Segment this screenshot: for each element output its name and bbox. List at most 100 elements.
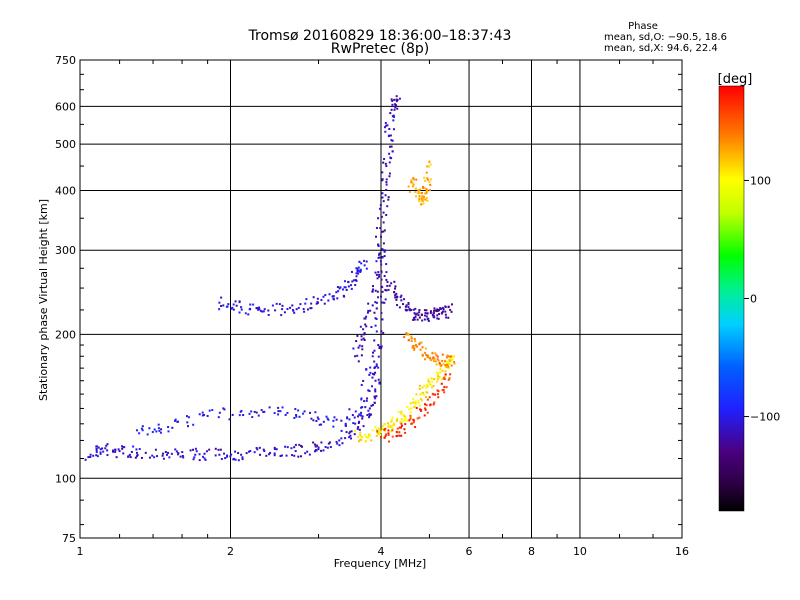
data-point <box>277 406 280 409</box>
data-point <box>422 187 425 190</box>
data-point <box>357 272 360 275</box>
data-point <box>383 255 386 258</box>
data-point <box>376 431 379 434</box>
data-point <box>336 297 339 300</box>
data-point <box>434 393 437 396</box>
colorbar-ticks: 100 0 −100 <box>744 174 780 424</box>
data-point <box>255 446 258 449</box>
data-point <box>320 299 323 302</box>
data-point <box>349 430 352 433</box>
data-point <box>425 171 428 174</box>
data-point <box>361 345 364 348</box>
data-point <box>391 139 394 142</box>
data-point <box>385 188 388 191</box>
data-point <box>373 349 376 352</box>
data-point <box>389 112 392 115</box>
data-point <box>444 305 447 308</box>
data-point <box>357 360 360 363</box>
data-point <box>400 418 403 421</box>
data-point <box>249 303 252 306</box>
data-point <box>187 425 190 428</box>
data-point <box>404 431 407 434</box>
data-point <box>391 429 394 432</box>
data-point <box>405 333 408 336</box>
y-tick-label: 100 <box>55 472 76 485</box>
data-point <box>420 313 423 316</box>
data-point <box>96 455 99 458</box>
data-point <box>420 203 423 206</box>
data-point <box>412 401 415 404</box>
data-point <box>293 417 296 420</box>
data-point <box>316 300 319 303</box>
data-point <box>428 180 431 183</box>
data-point <box>373 360 376 363</box>
data-point <box>203 452 206 455</box>
data-point <box>441 306 444 309</box>
data-point <box>355 272 358 275</box>
data-point <box>374 289 377 292</box>
data-point <box>365 399 368 402</box>
data-point <box>220 458 223 461</box>
data-point <box>280 454 283 457</box>
data-point <box>299 303 302 306</box>
data-point <box>423 403 426 406</box>
data-point <box>294 408 297 411</box>
data-point <box>148 456 151 459</box>
data-point <box>433 309 436 312</box>
data-point <box>177 452 180 455</box>
data-point <box>407 306 410 309</box>
data-point <box>157 423 160 426</box>
data-point <box>345 288 348 291</box>
data-point <box>333 416 336 419</box>
data-point <box>208 448 211 451</box>
data-point <box>140 427 143 430</box>
data-point <box>324 446 327 449</box>
data-point <box>412 308 415 311</box>
data-point <box>426 318 429 321</box>
data-point <box>135 455 138 458</box>
data-point <box>414 402 417 405</box>
data-point <box>309 411 312 414</box>
data-point <box>378 273 381 276</box>
data-point <box>388 161 391 164</box>
data-point <box>444 370 447 373</box>
data-point <box>350 287 353 290</box>
data-point <box>439 371 442 374</box>
data-point <box>375 260 378 263</box>
data-point <box>194 447 197 450</box>
data-point <box>414 400 417 403</box>
data-point <box>429 311 432 314</box>
data-point <box>277 410 280 413</box>
data-point <box>426 391 429 394</box>
data-point <box>358 344 361 347</box>
data-point <box>425 386 428 389</box>
data-point <box>95 445 98 448</box>
data-point <box>203 457 206 460</box>
data-point <box>297 409 300 412</box>
data-point <box>426 385 429 388</box>
data-point <box>280 314 283 317</box>
data-point <box>365 325 368 328</box>
data-point <box>437 317 440 320</box>
data-point <box>345 431 348 434</box>
data-point <box>436 393 439 396</box>
data-point <box>379 433 382 436</box>
data-point <box>394 106 397 109</box>
x-tick-label: 10 <box>573 545 587 558</box>
data-point <box>431 380 434 383</box>
data-point <box>446 365 449 368</box>
data-point <box>106 454 109 457</box>
data-point <box>325 415 328 418</box>
data-point <box>399 421 402 424</box>
data-point <box>320 423 323 426</box>
data-point <box>443 360 446 363</box>
data-point <box>403 419 406 422</box>
data-point <box>388 284 391 287</box>
data-point <box>451 358 454 361</box>
data-point <box>404 305 407 308</box>
data-point <box>385 289 388 292</box>
data-point <box>432 360 435 363</box>
data-point <box>310 307 313 310</box>
data-point <box>400 434 403 437</box>
data-point <box>132 445 135 448</box>
